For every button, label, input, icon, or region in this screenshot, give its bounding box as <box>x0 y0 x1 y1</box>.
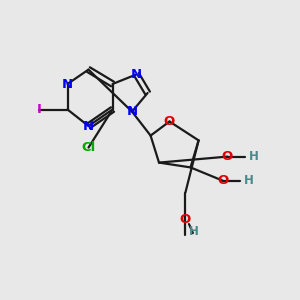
Text: I: I <box>37 103 41 116</box>
Text: O: O <box>180 213 191 226</box>
Text: H: H <box>249 150 259 163</box>
Text: H: H <box>244 174 253 187</box>
Text: O: O <box>217 174 228 187</box>
Text: N: N <box>131 68 142 81</box>
Text: N: N <box>126 105 138 118</box>
Text: O: O <box>222 150 233 163</box>
Text: H: H <box>189 225 199 238</box>
Text: N: N <box>83 119 94 133</box>
Text: Cl: Cl <box>81 141 96 154</box>
Text: O: O <box>164 115 175 128</box>
Text: N: N <box>62 77 73 91</box>
